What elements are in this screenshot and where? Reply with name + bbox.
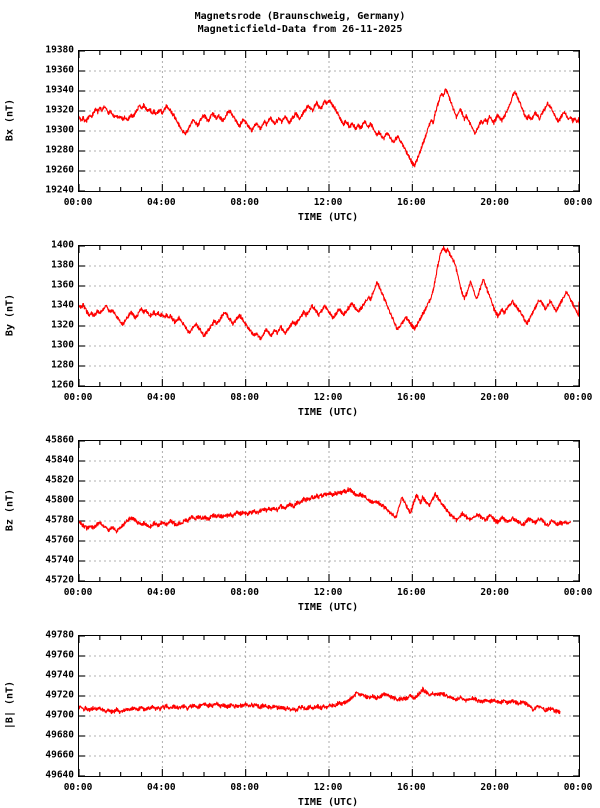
y-tick-label: 1400 [51,239,74,251]
x-tick-label: 04:00 [147,587,176,598]
data-trace-bx [79,51,579,191]
x-tick-label: 12:00 [313,587,343,598]
x-tick-label: 00:00 [563,197,593,208]
y-tick-label: 49680 [45,729,74,741]
page-title: Magnetsrode (Braunschweig, Germany) Magn… [0,10,600,36]
y-tick-label: 45860 [45,434,74,446]
y-tick-label: 1280 [51,359,74,371]
y-tick-label: 45800 [45,494,74,506]
y-tick-label: 45780 [45,514,74,526]
x-tick-label: 00:00 [63,392,93,403]
data-trace-by [79,246,579,386]
plot-area-babs [78,635,580,777]
x-tick-label: 00:00 [563,587,593,598]
x-tick-label: 00:00 [563,392,593,403]
x-tick-label: 20:00 [480,782,509,793]
y-tick-label: 1340 [51,299,74,311]
y-axis-title-by: By (nT) [4,293,16,337]
x-tick-label: 04:00 [147,197,176,208]
x-axis-title-by: TIME (UTC) [297,407,359,418]
x-tick-label: 16:00 [397,782,426,793]
x-axis-title-bz: TIME (UTC) [297,602,359,613]
y-tick-label: 1380 [51,259,74,271]
x-tick-label: 16:00 [397,392,426,403]
y-tick-label: 19280 [45,144,74,156]
y-axis-labels-babs: 49640 49660 49680 49700 49720 49740 49760 49780 [0,630,74,779]
plot-area-by [78,245,580,387]
y-axis-title-bx: Bx (nT) [4,98,16,142]
y-tick-label: 19300 [45,124,74,136]
y-tick-label: 49640 [45,769,74,781]
panel-babs: 49640 49660 49680 49700 49720 49740 49760 49780… [0,630,600,808]
x-tick-label: 20:00 [480,197,509,208]
x-tick-label: 04:00 [147,392,176,403]
x-tick-label: 00:00 [63,587,93,598]
y-tick-label: 45840 [45,454,74,466]
y-axis-title-bz: Bz (nT) [4,488,16,532]
gridlines-by [79,246,579,386]
y-tick-label: 19360 [45,64,74,76]
x-tick-label: 08:00 [230,782,259,793]
y-tick-label: 45720 [45,574,74,586]
y-tick-label: 45740 [45,554,74,566]
x-tick-label: 16:00 [397,197,426,208]
x-axis-title-bx: TIME (UTC) [297,212,359,223]
y-tick-label: 49660 [45,749,74,761]
x-tick-label: 20:00 [480,587,509,598]
x-axis-title-babs: TIME (UTC) [297,797,359,808]
y-tick-label: 19380 [45,44,74,56]
y-tick-label: 19260 [45,164,74,176]
y-tick-label: 45820 [45,474,74,486]
x-tick-label: 16:00 [397,587,426,598]
plot-area-bx [78,50,580,192]
data-trace-bz [79,441,579,581]
x-tick-label: 08:00 [230,197,259,208]
y-tick-label: 49720 [45,689,74,701]
x-tick-label: 08:00 [230,587,259,598]
y-tick-label: 1300 [51,339,74,351]
y-axis-labels-by: 1260 1280 1300 1320 1340 1360 1380 1400 [0,240,74,389]
y-tick-label: 19320 [45,104,74,116]
y-tick-label: 49700 [45,709,74,721]
y-tick-label: 49760 [45,649,74,661]
y-tick-label: 1320 [51,319,74,331]
panel-bz: 45720 45740 45760 45780 45800 45820 45840 45860… [0,435,600,613]
x-tick-label: 12:00 [313,197,343,208]
x-tick-label: 00:00 [63,197,93,208]
gridlines-bx [79,51,579,191]
panel-by: 1260 1280 1300 1320 1340 1360 1380 1400 By (nT) 0… [0,240,600,418]
y-tick-label: 19240 [45,184,74,196]
x-tick-label: 12:00 [313,782,343,793]
x-tick-label: 00:00 [563,782,593,793]
gridlines-babs [79,636,579,776]
x-tick-label: 12:00 [313,392,343,403]
data-trace-babs [79,636,579,776]
title-station-line: Magnetsrode (Braunschweig, Germany) [194,11,406,22]
panel-bx: 19240 19260 19280 19300 19320 19340 19360 19380… [0,45,600,223]
y-axis-title-babs: |B| (nT) [4,680,16,730]
title-date-line: Magneticfield-Data from 26-11-2025 [197,24,403,35]
x-tick-label: 08:00 [230,392,259,403]
x-tick-label: 04:00 [147,782,176,793]
y-tick-label: 49780 [45,629,74,641]
y-tick-label: 1360 [51,279,74,291]
y-tick-label: 19340 [45,84,74,96]
y-tick-label: 45760 [45,534,74,546]
x-tick-label: 20:00 [480,392,509,403]
y-axis-labels-bx: 19240 19260 19280 19300 19320 19340 19360 19380 [0,45,74,194]
y-tick-label: 49740 [45,669,74,681]
plot-area-bz [78,440,580,582]
x-tick-label: 00:00 [63,782,93,793]
y-axis-labels-bz: 45720 45740 45760 45780 45800 45820 45840 45860 [0,435,74,584]
y-tick-label: 1260 [51,379,74,391]
